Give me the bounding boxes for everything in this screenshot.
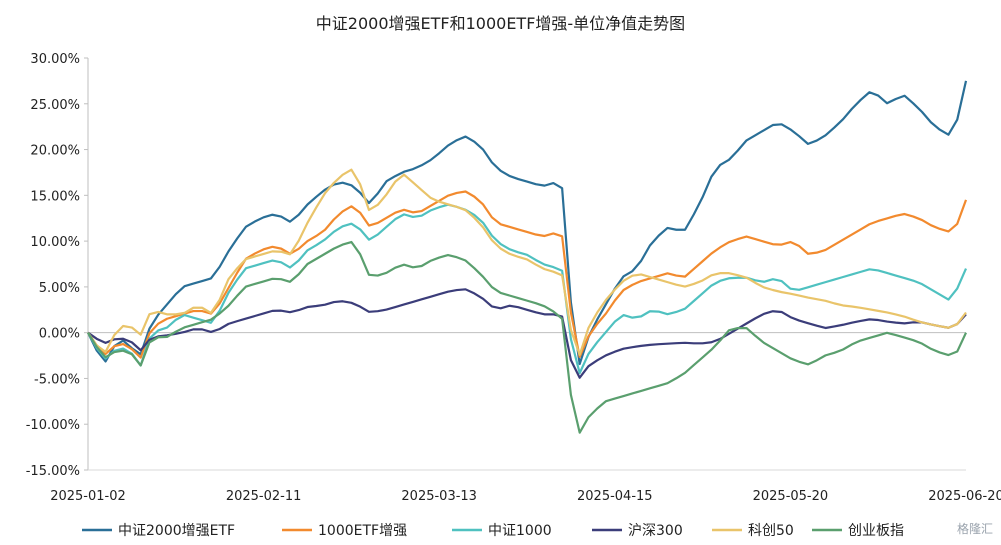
legend-label: 中证1000: [488, 523, 552, 539]
x-tick-label: 2025-05-20: [753, 489, 829, 504]
x-tick-label: 2025-03-13: [401, 489, 477, 504]
chart-title: 中证2000增强ETF和1000ETF增强-单位净值走势图: [315, 14, 686, 33]
y-tick-label: 15.00%: [30, 189, 80, 204]
legend-label: 1000ETF增强: [318, 523, 407, 539]
legend-label: 中证2000增强ETF: [118, 523, 235, 539]
y-tick-label: 0.00%: [39, 327, 80, 342]
series-line-3: [87, 288, 967, 379]
y-tick-label: -15.00%: [26, 464, 80, 479]
x-tick-label: 2025-01-02: [50, 489, 126, 504]
y-tick-label: 5.00%: [39, 281, 80, 296]
series-line-2: [87, 203, 968, 375]
x-tick-label: 2025-02-11: [226, 489, 302, 504]
legend-label: 创业板指: [848, 523, 904, 539]
legend-label: 沪深300: [628, 523, 683, 539]
x-tick-label: 2025-04-15: [577, 489, 653, 504]
y-tick-label: 25.00%: [30, 98, 80, 113]
y-tick-label: 20.00%: [30, 144, 80, 159]
y-tick-label: -10.00%: [26, 418, 80, 433]
y-tick-label: -5.00%: [34, 372, 80, 387]
x-tick-label: 2025-06-20: [928, 489, 1001, 504]
series-line-1: [87, 190, 968, 359]
series-line-4: [87, 168, 967, 356]
series-line-5: [87, 240, 967, 434]
y-tick-label: 10.00%: [30, 235, 80, 250]
y-tick-label: 30.00%: [30, 52, 80, 67]
legend-label: 科创50: [748, 523, 794, 539]
series-line-0: [87, 80, 968, 366]
watermark-logo: 格隆汇: [956, 522, 993, 536]
